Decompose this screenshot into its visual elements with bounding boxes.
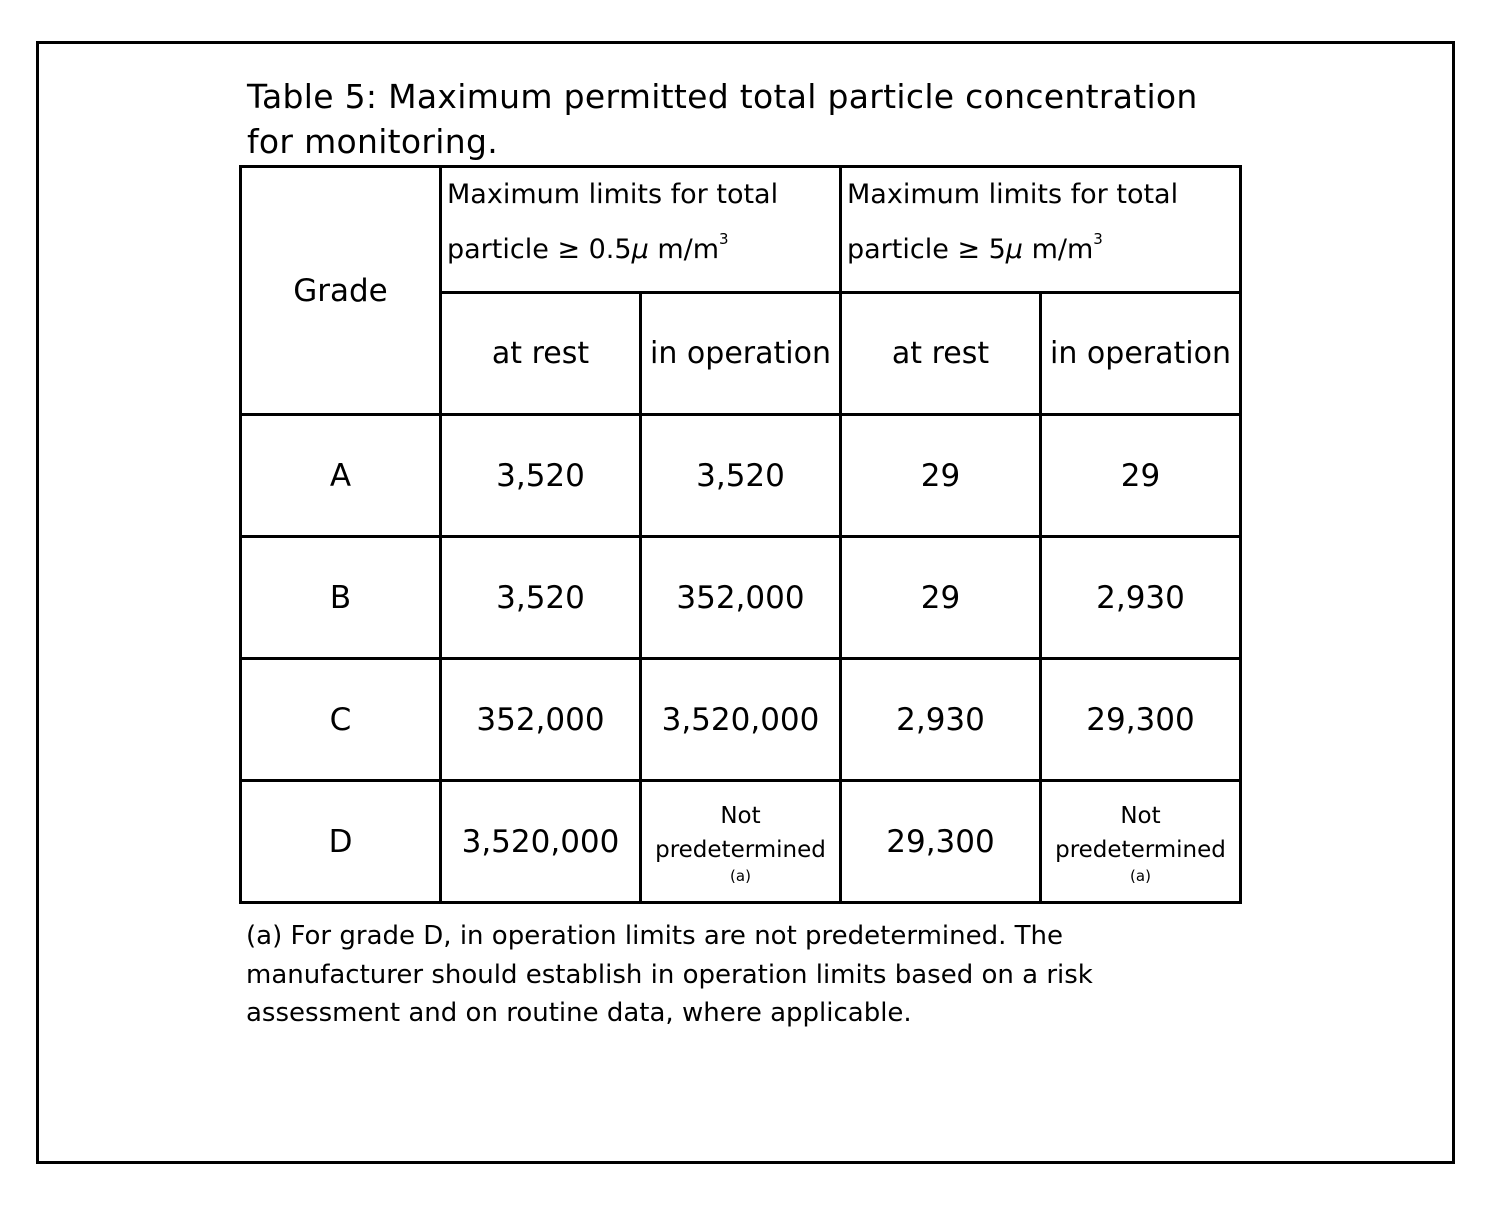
footnote-marker: (a) xyxy=(1130,866,1151,885)
subheader-row: at rest in operation at rest in operatio… xyxy=(241,291,1242,416)
table-row: B 3,520 352,000 29 2,930 xyxy=(239,535,1242,660)
group-header-line1: Maximum limits for total xyxy=(447,179,779,210)
group-header-line2: particle ≥ 0.5 xyxy=(447,234,632,265)
group-header-0.5um: Maximum limits for total particle ≥ 0.5μ… xyxy=(439,165,842,294)
grade-cell: A xyxy=(239,413,442,538)
mu-symbol: μ xyxy=(1005,234,1023,265)
header-row: Grade Maximum limits for total particle … xyxy=(239,165,1242,416)
value-cell: 2,930 xyxy=(839,657,1042,782)
unit: m/m xyxy=(1022,234,1094,265)
exponent: 3 xyxy=(719,230,729,248)
footnote: (a) For grade D, in operation limits are… xyxy=(246,921,1093,1028)
value-cell: 29 xyxy=(839,413,1042,538)
mu-symbol: μ xyxy=(631,234,649,265)
group-header-line1: Maximum limits for total xyxy=(847,179,1179,210)
value-cell: 352,000 xyxy=(639,535,842,660)
value-cell: Not predetermined (a) xyxy=(1039,779,1242,904)
value-cell: Not predetermined (a) xyxy=(639,779,842,904)
exponent: 3 xyxy=(1093,230,1103,248)
table-row: A 3,520 3,520 29 29 xyxy=(239,413,1242,538)
value-cell: 3,520 xyxy=(439,535,642,660)
footnote-marker: (a) xyxy=(730,866,751,885)
table-row: D 3,520,000 Not predetermined (a) 29,300 Not … xyxy=(239,779,1242,904)
subheader-cell: in operation xyxy=(639,291,842,416)
table-row: C 352,000 3,520,000 2,930 29,300 xyxy=(239,657,1242,782)
grade-cell: D xyxy=(239,779,442,904)
not-predetermined-text: Not predetermined xyxy=(655,802,826,863)
table-title: Table 5: Maximum permitted total particl… xyxy=(247,77,1198,161)
unit: m/m xyxy=(648,234,720,265)
document-frame xyxy=(36,41,1455,1164)
grade-cell: B xyxy=(239,535,442,660)
grade-cell: C xyxy=(239,657,442,782)
value-cell: 29,300 xyxy=(1039,657,1242,782)
grade-header: Grade xyxy=(239,165,442,416)
value-cell: 29 xyxy=(839,535,1042,660)
value-cell: 29 xyxy=(1039,413,1242,538)
value-cell: 3,520 xyxy=(639,413,842,538)
value-cell: 352,000 xyxy=(439,657,642,782)
value-cell: 3,520,000 xyxy=(639,657,842,782)
group-header-line2: particle ≥ 5 xyxy=(847,234,1006,265)
not-predetermined-text: Not predetermined xyxy=(1055,802,1226,863)
value-cell: 3,520,000 xyxy=(439,779,642,904)
value-cell: 29,300 xyxy=(839,779,1042,904)
subheader-cell: in operation xyxy=(1039,291,1242,416)
group-header-5um: Maximum limits for total particle ≥ 5μ m… xyxy=(839,165,1242,294)
value-cell: 3,520 xyxy=(439,413,642,538)
subheader-cell: at rest xyxy=(439,291,642,416)
value-cell: 2,930 xyxy=(1039,535,1242,660)
particle-limits-table: Grade Maximum limits for total particle … xyxy=(239,165,1242,904)
subheader-cell: at rest xyxy=(839,291,1042,416)
